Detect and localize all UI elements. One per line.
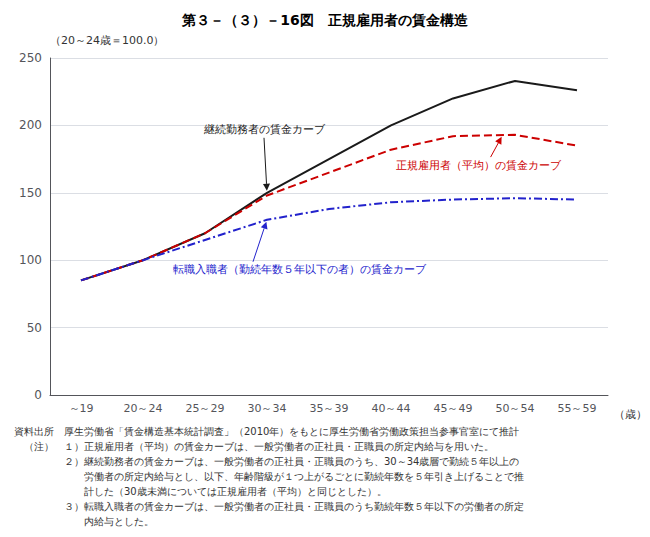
svg-text:50～54: 50～54 [496,402,535,415]
svg-text:（歳）: （歳） [614,408,647,421]
svg-text:継続勤務者の賃金カーブ: 継続勤務者の賃金カーブ [203,123,326,136]
svg-text:35～39: 35～39 [310,402,349,415]
svg-text:25～29: 25～29 [186,402,225,415]
svg-text:45～49: 45～49 [434,402,473,415]
svg-text:30～34: 30～34 [248,402,287,415]
svg-text:40～44: 40～44 [372,402,411,415]
svg-text:200: 200 [19,118,42,132]
svg-text:250: 250 [19,51,42,65]
svg-text:計した（30歳未満については正規雇用者（平均）と同じとした）: 計した（30歳未満については正規雇用者（平均）と同じとした）。 [14,486,387,497]
svg-text:50: 50 [27,321,42,335]
svg-text:100: 100 [19,253,42,267]
svg-text:第３－（３）－16図 正規雇用者の賃金構造: 第３－（３）－16図 正規雇用者の賃金構造 [181,12,468,28]
svg-text:転職入職者（勤続年数５年以下の者）の賃金カーブ: 転職入職者（勤続年数５年以下の者）の賃金カーブ [173,263,427,276]
svg-text:資料出所 厚生労働省「賃金構造基本統計調査」（2010年）を: 資料出所 厚生労働省「賃金構造基本統計調査」（2010年）をもとに厚生労働省労働… [14,426,519,437]
svg-text:（20～24歳＝100.0）: （20～24歳＝100.0） [50,34,165,47]
svg-text:～19: ～19 [69,402,94,415]
svg-text:２）継続勤務者の賃金カーブは、一般労働者の正社員・正職員のう: ２）継続勤務者の賃金カーブは、一般労働者の正社員・正職員のうち、30～34歳層で… [14,456,519,467]
svg-text:労働者の所定内給与とし、以下、年齢階級が１つ上がるごとに勤続: 労働者の所定内給与とし、以下、年齢階級が１つ上がるごとに勤続年数を５年引き上げる… [14,471,524,482]
svg-text:55～59: 55～59 [558,402,597,415]
svg-text:（注） １）正規雇用者（平均）の賃金カーブは、一般労働者の正: （注） １）正規雇用者（平均）の賃金カーブは、一般労働者の正社員・正職員の所定内… [14,441,494,452]
svg-text:20～24: 20～24 [124,402,163,415]
svg-text:0: 0 [34,388,42,402]
svg-text:正規雇用者（平均）の賃金カーブ: 正規雇用者（平均）の賃金カーブ [396,159,562,172]
svg-text:150: 150 [19,186,42,200]
svg-text:内給与とした。: 内給与とした。 [14,516,154,527]
svg-text:３）転職入職者の賃金カーブは、一般労働者の正社員・正職員のう: ３）転職入職者の賃金カーブは、一般労働者の正社員・正職員のうち勤続年数５年以下の… [14,501,524,512]
